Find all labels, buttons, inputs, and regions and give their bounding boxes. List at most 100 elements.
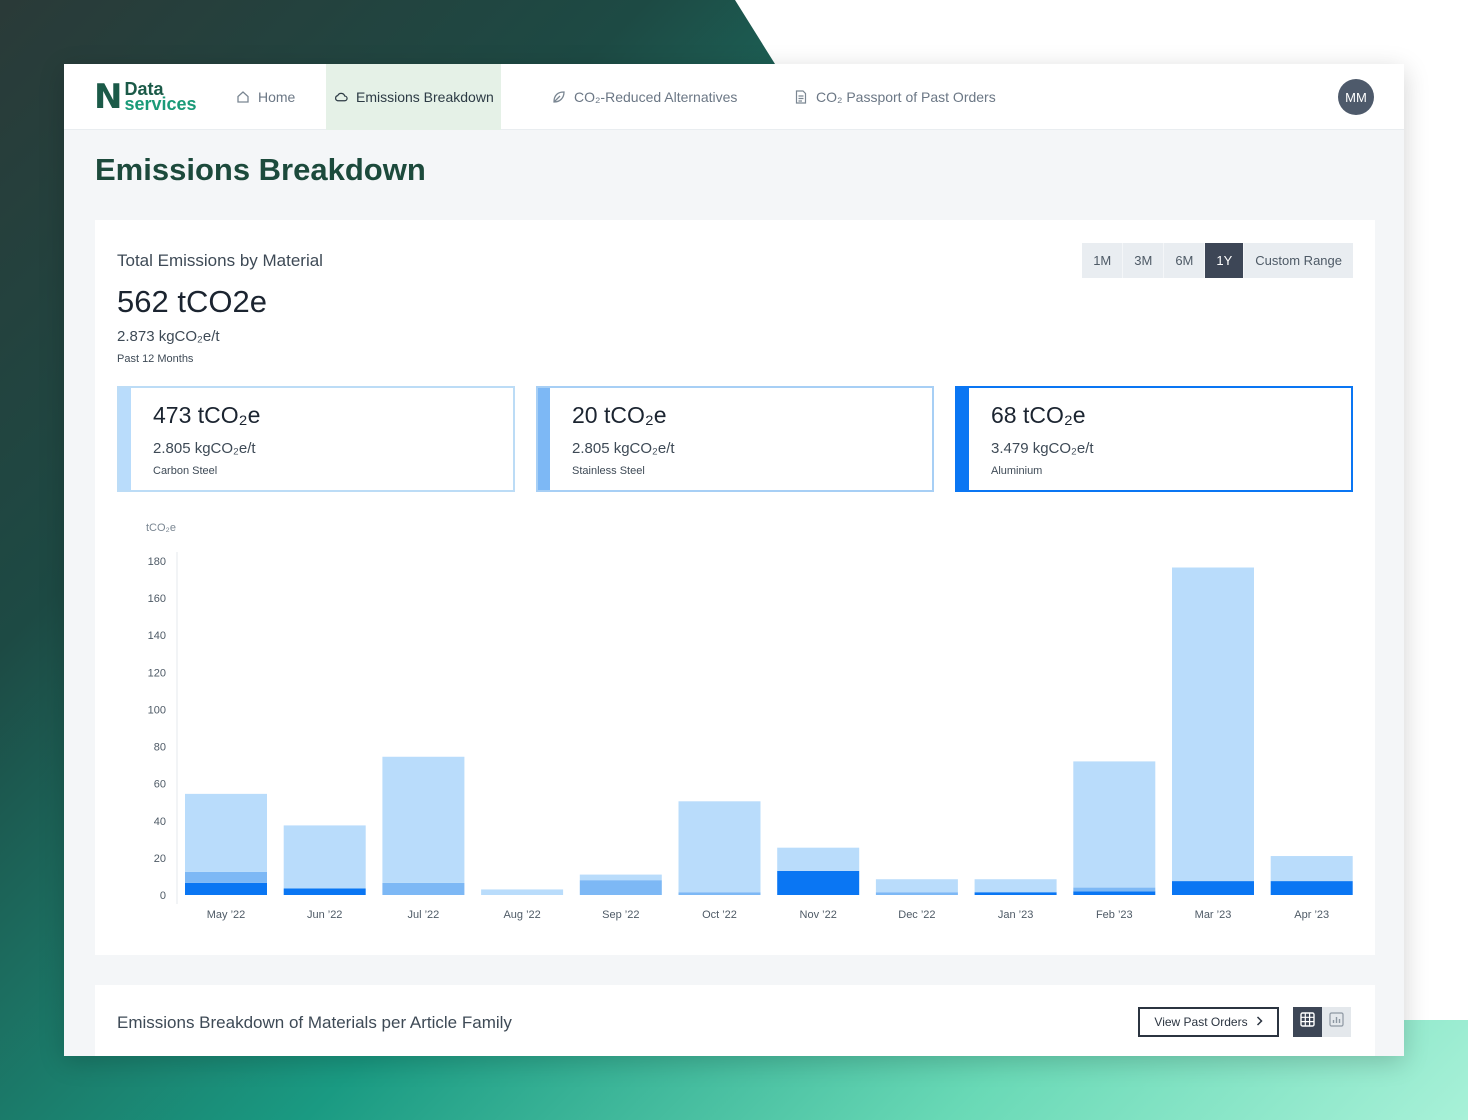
time-range-selector: 1M 3M 6M 1Y Custom Range <box>1082 243 1353 278</box>
x-tick-label: Oct ’22 <box>702 909 737 921</box>
bar-segment[interactable] <box>875 879 958 893</box>
nav-item-label: Emissions Breakdown <box>356 89 494 105</box>
logo-mark-icon: N <box>94 77 123 117</box>
material-color-stripe <box>957 388 969 490</box>
emissions-bar-chart: tCO₂e 0 20 40 60 80 100 120 140 160 180 May ’22 Ju… <box>95 510 1375 950</box>
bar-segment[interactable] <box>875 892 958 895</box>
material-emissions: 473 tCO₂e <box>153 402 261 428</box>
bar-segment[interactable] <box>974 879 1057 893</box>
material-intensity: 2.805 kgCO₂e/t <box>572 440 675 457</box>
nav-item-emissions-breakdown[interactable]: Emissions Breakdown <box>326 64 501 130</box>
article-family-breakdown-card: Emissions Breakdown of Materials per Art… <box>95 985 1375 1056</box>
chevron-right-icon <box>1256 1015 1263 1029</box>
range-button-1y[interactable]: 1Y <box>1205 243 1245 278</box>
logo-line1: Data <box>124 79 164 99</box>
view-toggle <box>1293 1007 1351 1037</box>
x-tick-label: May ’22 <box>207 909 246 921</box>
material-color-stripe <box>538 388 550 490</box>
nav-item-home[interactable]: Home <box>236 64 295 130</box>
bar-segment[interactable] <box>1073 887 1156 892</box>
chart-view-button[interactable] <box>1322 1007 1351 1037</box>
nav-item-co2-passport[interactable]: CO₂ Passport of Past Orders <box>794 64 996 130</box>
bar-segment[interactable] <box>382 756 465 883</box>
x-tick-label: Dec ’22 <box>898 909 935 921</box>
bar-segment[interactable] <box>777 847 860 871</box>
bar-segment[interactable] <box>185 882 267 895</box>
nav-item-label: CO₂ Passport of Past Orders <box>816 89 996 105</box>
table-view-button[interactable] <box>1293 1007 1322 1037</box>
bar-segment[interactable] <box>1073 891 1156 895</box>
bar-segment[interactable] <box>579 880 662 895</box>
bar-segment[interactable] <box>974 892 1057 895</box>
y-tick-label: 180 <box>148 556 166 568</box>
bar-segment[interactable] <box>1270 881 1353 895</box>
cloud-icon <box>334 90 348 104</box>
document-icon <box>794 90 808 104</box>
bar-segment[interactable] <box>185 871 267 883</box>
range-button-1m[interactable]: 1M <box>1082 243 1124 278</box>
y-tick-label: 40 <box>154 816 166 828</box>
bar-segment[interactable] <box>1172 881 1254 895</box>
bar-segment[interactable] <box>481 889 564 895</box>
y-tick-label: 20 <box>154 853 166 865</box>
material-card-stainless-steel[interactable]: 20 tCO₂e 2.805 kgCO₂e/t Stainless Steel <box>536 386 934 492</box>
x-tick-label: Jun ’22 <box>307 909 342 921</box>
nav-item-co2-reduced-alternatives[interactable]: CO₂-Reduced Alternatives <box>552 64 737 130</box>
material-name: Carbon Steel <box>153 465 218 477</box>
material-card-aluminium[interactable]: 68 tCO₂e 3.479 kgCO₂e/t Aluminium <box>955 386 1353 492</box>
bar-segment[interactable] <box>382 882 465 895</box>
y-tick-label: 100 <box>148 704 166 716</box>
chart-svg: tCO₂e 0 20 40 60 80 100 120 140 160 180 May ’22 Ju… <box>146 522 1353 921</box>
y-tick-label: 0 <box>160 890 166 902</box>
x-tick-label: Jan ’23 <box>998 909 1033 921</box>
view-past-orders-button[interactable]: View Past Orders <box>1138 1007 1279 1037</box>
y-tick-label: 80 <box>154 742 166 754</box>
bar-segment[interactable] <box>678 892 761 895</box>
material-card-carbon-steel[interactable]: 473 tCO₂e 2.805 kgCO₂e/t Carbon Steel <box>117 386 515 492</box>
x-tick-label: Feb ’23 <box>1096 909 1133 921</box>
period-label: Past 12 Months <box>117 353 194 365</box>
material-color-stripe <box>119 388 131 490</box>
x-tick-label: Sep ’22 <box>602 909 639 921</box>
page-title: Emissions Breakdown <box>95 152 426 187</box>
emissions-intensity: 2.873 kgCO₂e/t <box>117 328 220 345</box>
bar-segment[interactable] <box>1073 761 1156 888</box>
view-past-orders-label: View Past Orders <box>1154 1015 1248 1029</box>
material-name: Aluminium <box>991 465 1043 477</box>
x-tick-label: Mar ’23 <box>1195 909 1232 921</box>
bar-segment[interactable] <box>579 874 662 881</box>
bar-segment[interactable] <box>777 870 860 895</box>
range-button-3m[interactable]: 3M <box>1123 243 1165 278</box>
x-tick-label: Nov ’22 <box>800 909 837 921</box>
material-emissions: 20 tCO₂e <box>572 402 667 428</box>
bar-segment[interactable] <box>283 888 366 895</box>
range-button-6m[interactable]: 6M <box>1164 243 1206 278</box>
total-emissions: 562 tCO2e <box>117 284 267 319</box>
y-tick-label: 60 <box>154 779 166 791</box>
emissions-summary-card: Total Emissions by Material 562 tCO2e 2.… <box>95 220 1375 955</box>
table-icon <box>1300 1012 1315 1032</box>
bar-segment[interactable] <box>678 801 761 893</box>
material-emissions: 68 tCO₂e <box>991 402 1086 428</box>
logo[interactable]: N Data services <box>94 77 197 117</box>
bar-segment[interactable] <box>1270 856 1353 882</box>
y-axis-unit-label: tCO₂e <box>146 522 176 534</box>
material-intensity: 3.479 kgCO₂e/t <box>991 440 1094 457</box>
range-button-custom[interactable]: Custom Range <box>1255 253 1342 268</box>
card-heading: Emissions Breakdown of Materials per Art… <box>117 1013 512 1032</box>
card-heading: Total Emissions by Material <box>117 251 323 270</box>
leaf-icon <box>552 90 566 104</box>
x-tick-label: Aug ’22 <box>503 909 540 921</box>
nav-item-label: Home <box>258 89 296 105</box>
y-tick-label: 140 <box>148 630 166 642</box>
y-tick-label: 160 <box>148 593 166 605</box>
nav-item-label: CO₂-Reduced Alternatives <box>574 89 738 105</box>
y-tick-label: 120 <box>148 667 166 679</box>
user-avatar[interactable]: MM <box>1338 79 1374 115</box>
bar-segment[interactable] <box>185 793 267 872</box>
bar-segment[interactable] <box>1172 567 1254 882</box>
x-tick-label: Apr ’23 <box>1294 909 1329 921</box>
logo-line2: services <box>124 94 197 114</box>
x-tick-label: Jul ’22 <box>408 909 440 921</box>
bar-segment[interactable] <box>283 825 366 889</box>
